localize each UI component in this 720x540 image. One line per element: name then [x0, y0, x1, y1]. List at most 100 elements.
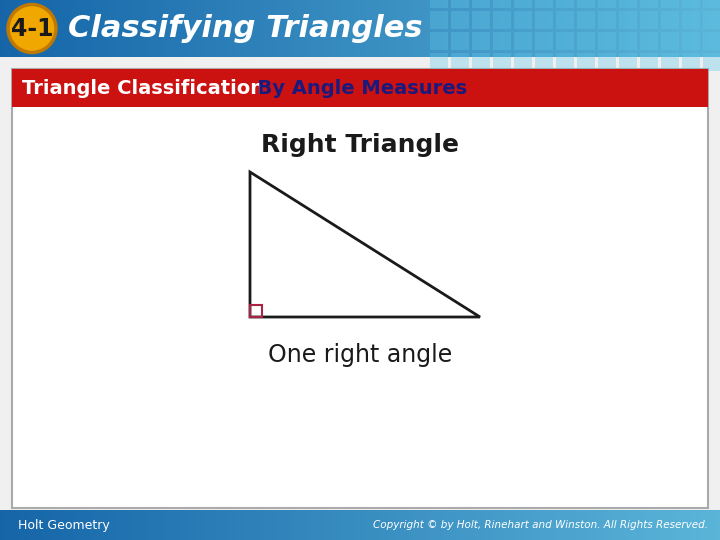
Bar	[618, 510, 624, 540]
Bar	[240, 0, 246, 57]
Bar	[582, 0, 588, 57]
Bar	[594, 510, 600, 540]
Bar	[492, 510, 498, 540]
Bar	[60, 0, 66, 57]
Bar	[156, 510, 162, 540]
Bar	[156, 0, 162, 57]
FancyBboxPatch shape	[577, 0, 595, 8]
Bar	[432, 0, 438, 57]
FancyBboxPatch shape	[598, 53, 616, 71]
FancyBboxPatch shape	[556, 11, 574, 29]
Bar	[438, 0, 444, 57]
Bar	[444, 0, 450, 57]
Bar	[630, 0, 636, 57]
Bar	[48, 510, 54, 540]
FancyBboxPatch shape	[640, 32, 658, 50]
Bar	[450, 0, 456, 57]
Bar	[138, 510, 144, 540]
Bar	[162, 0, 168, 57]
FancyBboxPatch shape	[430, 53, 448, 71]
Bar	[642, 0, 648, 57]
Bar	[102, 510, 108, 540]
Bar	[246, 510, 252, 540]
FancyBboxPatch shape	[535, 32, 553, 50]
Bar	[660, 510, 666, 540]
Bar	[618, 0, 624, 57]
Bar	[294, 510, 300, 540]
Bar	[558, 510, 564, 540]
Bar	[258, 0, 264, 57]
Bar	[552, 0, 558, 57]
Bar	[258, 510, 264, 540]
Bar	[318, 510, 324, 540]
Bar	[402, 510, 408, 540]
Bar	[24, 510, 30, 540]
FancyBboxPatch shape	[661, 53, 679, 71]
Bar	[582, 510, 588, 540]
Bar	[270, 510, 276, 540]
Bar	[432, 510, 438, 540]
Bar	[366, 510, 372, 540]
Bar	[534, 0, 540, 57]
Bar	[114, 0, 120, 57]
FancyBboxPatch shape	[661, 0, 679, 8]
Bar	[84, 0, 90, 57]
Bar	[654, 0, 660, 57]
Bar	[366, 0, 372, 57]
Bar	[648, 0, 654, 57]
Bar	[504, 0, 510, 57]
Bar	[174, 510, 180, 540]
Bar	[162, 510, 168, 540]
Bar	[114, 510, 120, 540]
Bar	[708, 510, 714, 540]
Bar	[450, 510, 456, 540]
FancyBboxPatch shape	[493, 32, 511, 50]
Bar	[564, 0, 570, 57]
Bar	[666, 510, 672, 540]
FancyBboxPatch shape	[514, 0, 532, 8]
Bar	[426, 510, 432, 540]
Bar	[420, 510, 426, 540]
Bar	[414, 0, 420, 57]
Bar	[516, 510, 522, 540]
Bar	[204, 510, 210, 540]
FancyBboxPatch shape	[598, 32, 616, 50]
Bar	[690, 0, 696, 57]
Bar	[498, 0, 504, 57]
Bar	[408, 0, 414, 57]
Bar	[174, 0, 180, 57]
FancyBboxPatch shape	[619, 53, 637, 71]
Bar	[684, 510, 690, 540]
Bar	[126, 510, 132, 540]
Bar	[576, 0, 582, 57]
FancyBboxPatch shape	[451, 0, 469, 8]
FancyBboxPatch shape	[472, 11, 490, 29]
Bar	[78, 0, 84, 57]
Bar	[510, 0, 516, 57]
Bar	[198, 510, 204, 540]
Bar	[522, 0, 528, 57]
Bar	[84, 510, 90, 540]
Bar	[438, 510, 444, 540]
Bar	[222, 510, 228, 540]
FancyBboxPatch shape	[556, 0, 574, 8]
Bar	[474, 510, 480, 540]
Bar	[66, 510, 72, 540]
FancyBboxPatch shape	[493, 53, 511, 71]
Text: Triangle Classification: Triangle Classification	[22, 78, 264, 98]
Bar	[102, 0, 108, 57]
Bar	[396, 510, 402, 540]
Bar	[42, 0, 48, 57]
FancyBboxPatch shape	[451, 53, 469, 71]
Bar	[192, 510, 198, 540]
FancyBboxPatch shape	[619, 0, 637, 8]
Bar	[234, 510, 240, 540]
Bar	[672, 510, 678, 540]
Bar	[660, 0, 666, 57]
Bar	[186, 0, 192, 57]
Bar	[288, 510, 294, 540]
Bar	[354, 510, 360, 540]
Bar	[282, 510, 288, 540]
Text: One right angle: One right angle	[268, 343, 452, 367]
Bar	[606, 0, 612, 57]
